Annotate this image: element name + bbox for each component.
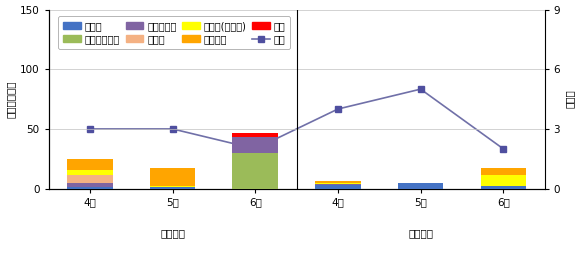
Bar bbox=[67, 175, 113, 183]
Text: 田んぼ池: 田んぼ池 bbox=[408, 228, 433, 238]
Y-axis label: 捕獲数（匹）: 捕獲数（匹） bbox=[6, 80, 16, 118]
Bar bbox=[150, 187, 195, 188]
Bar bbox=[481, 168, 526, 175]
Bar bbox=[150, 168, 195, 186]
Bar bbox=[315, 181, 361, 183]
Bar bbox=[315, 185, 361, 188]
Bar bbox=[150, 186, 195, 187]
Legend: その他, オオクチバス, ブルーギル, ナマズ, フナ類(当歳魚), ギンブナ, コイ, 種数: その他, オオクチバス, ブルーギル, ナマズ, フナ類(当歳魚), ギンブナ,… bbox=[59, 16, 291, 49]
Bar bbox=[233, 137, 278, 153]
Bar bbox=[67, 183, 113, 187]
Bar bbox=[233, 153, 278, 188]
Bar bbox=[481, 175, 526, 186]
Bar bbox=[67, 187, 113, 188]
Bar bbox=[67, 159, 113, 169]
Bar bbox=[233, 132, 278, 137]
Bar bbox=[67, 169, 113, 175]
Bar bbox=[315, 183, 361, 184]
Bar bbox=[398, 183, 443, 188]
Bar bbox=[315, 184, 361, 185]
Bar bbox=[481, 186, 526, 188]
Y-axis label: 種　数: 種 数 bbox=[564, 90, 574, 109]
Text: 堤脚水路: 堤脚水路 bbox=[160, 228, 185, 238]
